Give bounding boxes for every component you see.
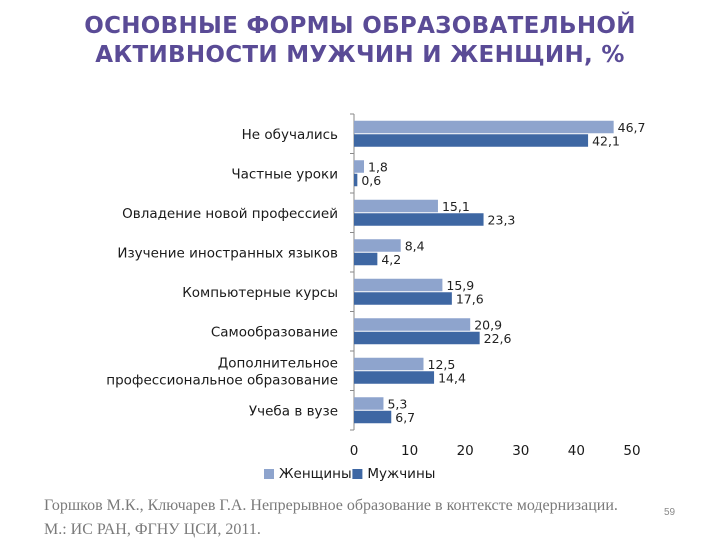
- source-line-1: Горшков М.К., Ключарев Г.А. Непрерывное …: [44, 497, 618, 514]
- x-tick-label: 30: [512, 443, 529, 459]
- category-label: Изучение иностранных языков: [117, 245, 338, 261]
- legend-swatch-men: [352, 469, 363, 479]
- category-label: профессиональное образование: [106, 372, 338, 388]
- x-tick-label: 50: [623, 443, 640, 459]
- data-label-men: 42,1: [592, 133, 620, 148]
- data-label-men: 4,2: [381, 252, 401, 267]
- bar-women: [354, 357, 424, 371]
- page-title: ОСНОВНЫЕ ФОРМЫ ОБРАЗОВАТЕЛЬНОЙ АКТИВНОСТ…: [0, 12, 720, 70]
- title-line-1: ОСНОВНЫЕ ФОРМЫ ОБРАЗОВАТЕЛЬНОЙ: [84, 13, 636, 39]
- data-label-women: 15,9: [446, 278, 474, 293]
- bar-men: [354, 252, 378, 266]
- bar-women: [354, 239, 401, 252]
- category-label: Самообразование: [211, 324, 338, 340]
- source-line-2: М.: ИС РАН, ФГНУ ЦСИ, 2011.: [44, 521, 261, 538]
- bar-women: [354, 278, 443, 292]
- data-label-women: 8,4: [405, 238, 425, 253]
- category-label: Дополнительное: [218, 355, 338, 371]
- data-label-men: 23,3: [488, 212, 516, 227]
- legend-label-women: Женщины: [279, 466, 352, 482]
- category-label: Компьютерные курсы: [182, 285, 338, 301]
- page-number: 59: [664, 507, 676, 518]
- data-label-men: 22,6: [484, 331, 512, 346]
- category-label: Частные уроки: [231, 166, 338, 182]
- data-label-women: 15,1: [442, 199, 470, 214]
- bar-men: [354, 331, 480, 345]
- data-label-men: 17,6: [456, 291, 484, 306]
- bar-women: [354, 318, 471, 331]
- category-label: Овладение новой профессией: [122, 206, 338, 222]
- bar-women: [354, 120, 614, 134]
- data-label-men: 6,7: [395, 410, 415, 425]
- bar-women: [354, 199, 438, 213]
- category-label: Не обучались: [242, 127, 338, 143]
- legend-label-men: Мужчины: [367, 466, 435, 482]
- bar-men: [354, 371, 435, 384]
- data-label-women: 46,7: [618, 120, 646, 135]
- bar-men: [354, 134, 589, 147]
- title-line-2: АКТИВНОСТИ МУЖЧИН И ЖЕНЩИН, %: [95, 42, 625, 68]
- bar-women: [354, 160, 365, 173]
- data-label-men: 0,6: [361, 173, 381, 188]
- source-citation: Горшков М.К., Ключарев Г.А. Непрерывное …: [44, 494, 704, 542]
- bar-men: [354, 410, 392, 424]
- data-label-women: 5,3: [387, 396, 407, 411]
- data-label-women: 1,8: [368, 159, 388, 174]
- x-tick-label: 10: [401, 443, 418, 459]
- bar-men: [354, 213, 484, 226]
- category-label: Учеба в вузе: [249, 403, 338, 419]
- data-label-women: 20,9: [474, 317, 502, 332]
- x-tick-label: 40: [568, 443, 585, 459]
- bar-men: [354, 292, 452, 305]
- x-tick-label: 0: [350, 443, 359, 459]
- bar-women: [354, 397, 384, 410]
- data-label-women: 12,5: [428, 357, 456, 372]
- legend-swatch-women: [264, 469, 274, 479]
- x-tick-label: 20: [457, 443, 474, 459]
- data-label-men: 14,4: [438, 370, 466, 385]
- bar-men: [354, 173, 358, 187]
